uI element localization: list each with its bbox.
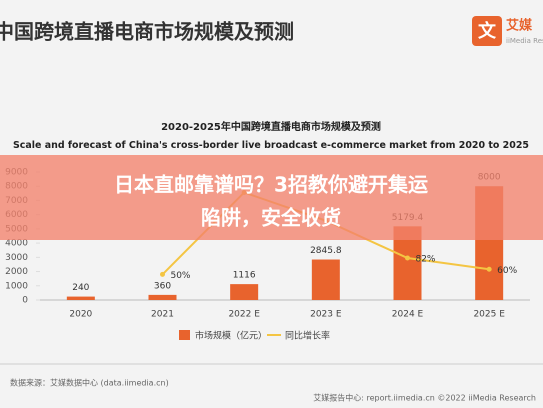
y-tick-label: 2000 xyxy=(5,267,28,277)
point xyxy=(160,271,165,277)
logo-icon xyxy=(472,16,502,46)
bar-label: 240 xyxy=(72,283,89,293)
logo-icon-text: 文 xyxy=(478,20,497,42)
logo-text: 艾媒 xyxy=(506,18,533,34)
bar-label: 360 xyxy=(154,281,171,291)
footer-source: 数据来源：艾媒数据中心 (data.iimedia.cn) xyxy=(10,378,169,388)
bar-label: 2845.8 xyxy=(310,246,342,256)
x-tick-label: 2023 E xyxy=(310,310,342,320)
bar xyxy=(230,284,259,300)
y-tick-label: 4000 xyxy=(5,239,28,249)
footer-report: 艾媒报告中心: report.iimedia.cn ©2022 iiMedia … xyxy=(313,393,536,403)
header-title: 中国跨境直播电商市场规模及预测 xyxy=(0,20,294,44)
chart-title: 2020-2025年中国跨境直播电商市场规模及预测 xyxy=(161,120,381,133)
y-tick-label: 3000 xyxy=(5,253,28,263)
chart-subtitle: Scale and forecast of China's cross-bord… xyxy=(13,140,529,151)
point-label: 82% xyxy=(415,255,435,265)
overlay-banner xyxy=(0,155,543,240)
y-tick-label: 1000 xyxy=(5,281,28,291)
x-tick-label: 2022 E xyxy=(228,310,260,320)
x-tick-label: 2020 xyxy=(69,310,92,320)
point-label: 50% xyxy=(170,271,190,281)
bar xyxy=(148,294,177,300)
bar xyxy=(66,296,95,300)
x-tick-label: 2021 xyxy=(151,310,174,320)
legend-label: 市场规模（亿元） xyxy=(195,330,267,342)
logo-sub: iiMedia Rese xyxy=(506,37,543,45)
legend-label: 同比增长率 xyxy=(285,330,330,342)
bar xyxy=(311,259,340,300)
point xyxy=(405,255,410,261)
y-tick-label: 0 xyxy=(22,296,28,306)
point xyxy=(486,266,492,272)
legend-swatch xyxy=(179,330,190,340)
point-label: 60% xyxy=(497,266,517,276)
overlay-line: 日本直邮靠谱吗？3招教你避开集运 xyxy=(114,173,428,197)
x-tick-label: 2025 E xyxy=(473,310,505,320)
x-tick-label: 2024 E xyxy=(392,310,424,320)
bar-label: 1116 xyxy=(233,271,256,281)
overlay-line: 陷阱，安全收货 xyxy=(201,206,341,230)
